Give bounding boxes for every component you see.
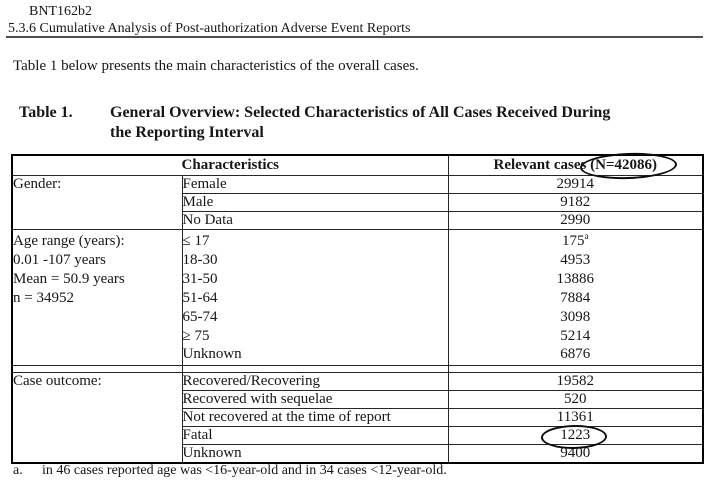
table-caption: Table 1. General Overview: Selected Char… — [19, 103, 610, 143]
age-bracket: 51-64 — [182, 289, 218, 306]
doc-id: BNT162b2 — [29, 4, 92, 19]
intro-paragraph: Table 1 below presents the main characte… — [13, 58, 419, 74]
age-bracket: 18-30 — [182, 251, 218, 268]
value-cell: 2990 — [447, 211, 704, 230]
relevant-cases-prefix: Relevant cases — [493, 157, 587, 173]
characteristic-cell: Female — [181, 175, 449, 194]
age-bracket: ≥ 75 — [182, 327, 210, 344]
table-row: Case outcome: Recovered/Recovering 19582 — [11, 372, 704, 464]
spacer-cell — [447, 365, 704, 373]
characteristic-cell: Unknown — [181, 444, 449, 464]
characteristic-cell: Fatal — [181, 426, 449, 445]
characteristic-cell: No Data — [181, 211, 449, 230]
age-label-line: n = 34952 — [13, 289, 74, 306]
age-characteristics-cell: ≤ 17 18-30 31-50 51-64 65-74 ≥ 75 Unknow… — [181, 229, 449, 366]
value-cell: 520 — [447, 390, 704, 409]
age-bracket: ≤ 17 — [182, 233, 210, 249]
footnote-marker: a. — [13, 463, 23, 478]
relevant-cases-header-cell: Relevant cases (N=42086) — [447, 151, 704, 181]
age-label-line: 0.01 -107 years — [13, 251, 106, 268]
characteristics-header-cell: Characteristics — [11, 154, 449, 176]
characteristic-cell: Male — [181, 193, 449, 212]
value-cell: 1223 — [447, 424, 704, 450]
value-cell: 19582 — [447, 372, 704, 391]
table-row-age: Age range (years): 0.01 -107 years Mean … — [11, 229, 704, 366]
table-row: Recovered with sequelae 520 — [12, 390, 704, 409]
n-total-value: (N=42086) — [590, 157, 658, 173]
age-values-cell: 175a 4953 13886 7884 3098 5214 6876 — [447, 229, 704, 366]
age-value: 4953 — [560, 251, 591, 268]
spacer-cell — [181, 365, 449, 373]
age-bracket: Unknown — [182, 346, 242, 363]
age-label-line: Mean = 50.9 years — [13, 270, 125, 287]
age-value: 175a — [562, 231, 589, 250]
fatal-circled-wrap: 1223 — [541, 424, 608, 450]
age-label-cell: Age range (years): 0.01 -107 years Mean … — [11, 229, 183, 366]
age-bracket: 31-50 — [182, 270, 218, 287]
footnote: a. in 46 cases reported age was <16-year-… — [13, 463, 447, 479]
value-cell: 11361 — [447, 408, 704, 427]
value-cell: 29914 — [447, 175, 704, 194]
characteristic-cell: Recovered with sequelae — [181, 390, 449, 409]
age-label-line: Age range (years): — [13, 233, 125, 249]
value-cell: 9400 — [447, 444, 704, 464]
table-header-row: Characteristics Relevant cases (N=42086) — [11, 151, 704, 181]
overview-table: Characteristics Relevant cases (N=42086)… — [11, 151, 704, 464]
table-row: Unknown 9400 — [12, 444, 704, 464]
age-value: 7884 — [560, 289, 591, 306]
age-value: 3098 — [560, 308, 591, 325]
table-caption-line1: General Overview: Selected Characteristi… — [110, 104, 611, 121]
doc-section-title: 5.3.6 Cumulative Analysis of Post-author… — [8, 21, 411, 36]
gender-label-cell: Gender: — [11, 175, 183, 230]
table-caption-line2: the Reporting Interval — [110, 124, 264, 141]
n-total-circled-wrap: (N=42086) — [579, 151, 678, 181]
footnote-superscript-a: a — [584, 231, 589, 241]
spacer-cell — [11, 365, 183, 373]
fatal-value: 1223 — [560, 427, 591, 443]
table-row: Fatal 1223 — [12, 424, 704, 450]
age-value: 6876 — [560, 346, 591, 363]
age-value: 13886 — [556, 270, 595, 287]
spacer-row — [11, 365, 704, 373]
table-row: Gender: Female 29914 — [11, 175, 704, 230]
characteristic-cell: Recovered/Recovering — [181, 372, 449, 391]
age-bracket: 65-74 — [182, 308, 218, 325]
header-rule — [6, 36, 703, 38]
age-value: 5214 — [560, 327, 591, 344]
table-caption-text: General Overview: Selected Characteristi… — [110, 103, 610, 143]
footnote-text: in 46 cases reported age was <16-year-ol… — [42, 463, 447, 478]
value-cell: 9182 — [447, 193, 704, 212]
characteristic-cell: Not recovered at the time of report — [181, 408, 449, 427]
case-outcome-label-cell: Case outcome: — [11, 372, 183, 464]
table-caption-label: Table 1. — [19, 104, 73, 121]
